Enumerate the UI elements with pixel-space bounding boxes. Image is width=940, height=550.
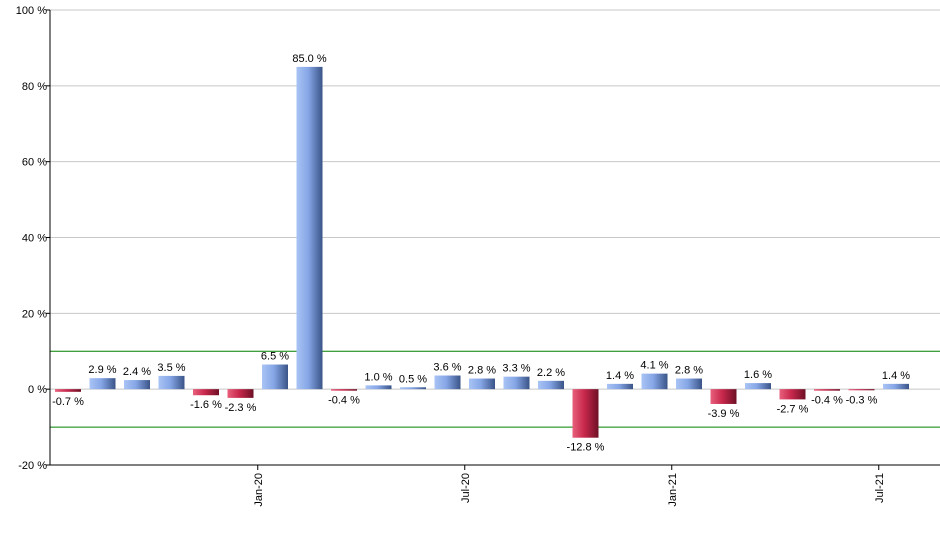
- bar: [607, 383, 633, 390]
- y-tick-label: 20 %: [22, 308, 47, 320]
- bar: [434, 375, 461, 390]
- data-label: 3.5 %: [157, 362, 185, 374]
- data-label: -1.6 %: [190, 399, 222, 411]
- data-label: -3.9 %: [708, 408, 740, 420]
- bar: [400, 387, 426, 390]
- data-labels: -0.7 % 2.9 % 2.4 % 3.5 % -1.6 % -2.3 % 6.5 % 85…: [52, 53, 910, 454]
- grid-lines: [50, 9, 940, 466]
- data-label: 2.9 %: [88, 364, 116, 376]
- x-tick-label: Jan-21: [667, 473, 679, 507]
- bar: [331, 389, 357, 391]
- bar: [227, 389, 254, 398]
- bar: [89, 378, 116, 390]
- x-tick-label: Jul-21: [874, 473, 886, 503]
- bar: [193, 389, 219, 396]
- bar: [572, 389, 599, 438]
- data-label: -2.7 %: [777, 403, 809, 415]
- data-label: 2.4 %: [123, 366, 151, 378]
- bar: [745, 383, 771, 390]
- data-label: 1.6 %: [744, 369, 772, 381]
- bar: [296, 66, 323, 390]
- bar: [158, 375, 185, 390]
- bar: [848, 389, 875, 391]
- x-tick-label: Jan-20: [253, 473, 265, 507]
- data-label: 3.6 %: [433, 362, 461, 374]
- bar: [365, 385, 392, 390]
- data-label: 1.4 %: [606, 370, 634, 382]
- axes: -20 % 0 % 20 % 40 % 60 % 80 % 100 % Jan-20 Jul-2…: [16, 5, 940, 507]
- data-label: 85.0 %: [292, 53, 326, 65]
- data-label: -0.3 %: [846, 394, 878, 406]
- data-label: 2.8 %: [675, 365, 703, 377]
- bar: [262, 364, 288, 390]
- bar: [124, 380, 150, 390]
- data-label: -0.7 %: [52, 396, 84, 408]
- data-label: 0.5 %: [399, 373, 427, 385]
- data-label: 4.1 %: [640, 360, 668, 372]
- bar: [814, 389, 840, 391]
- y-tick-label: 80 %: [22, 81, 47, 93]
- bar: [883, 383, 909, 390]
- y-tick-label: 40 %: [22, 233, 47, 245]
- bar: [55, 389, 81, 392]
- bar: [503, 376, 530, 390]
- data-label: 2.2 %: [537, 367, 565, 379]
- bar: [538, 380, 564, 390]
- y-tick-label: 100 %: [16, 5, 47, 17]
- data-label: 1.0 %: [364, 371, 392, 383]
- data-label: 3.3 %: [502, 363, 530, 375]
- data-label: 2.8 %: [468, 365, 496, 377]
- data-label: -2.3 %: [225, 402, 257, 414]
- reference-lines: [50, 350, 940, 428]
- data-label: -0.4 %: [811, 395, 843, 407]
- y-tick-label: 0 %: [28, 384, 47, 396]
- bars: [55, 66, 909, 438]
- data-label: -0.4 %: [328, 395, 360, 407]
- data-label: 6.5 %: [261, 351, 289, 363]
- bar: [710, 389, 737, 404]
- y-tick-label: 60 %: [22, 157, 47, 169]
- x-tick-label: Jul-20: [460, 473, 472, 503]
- y-tick-label: -20 %: [18, 460, 47, 472]
- data-label: -12.8 %: [567, 442, 605, 454]
- bar: [469, 378, 495, 390]
- bar: [641, 373, 668, 390]
- bar: [779, 389, 806, 400]
- bar: [676, 378, 702, 390]
- data-label: 1.4 %: [882, 370, 910, 382]
